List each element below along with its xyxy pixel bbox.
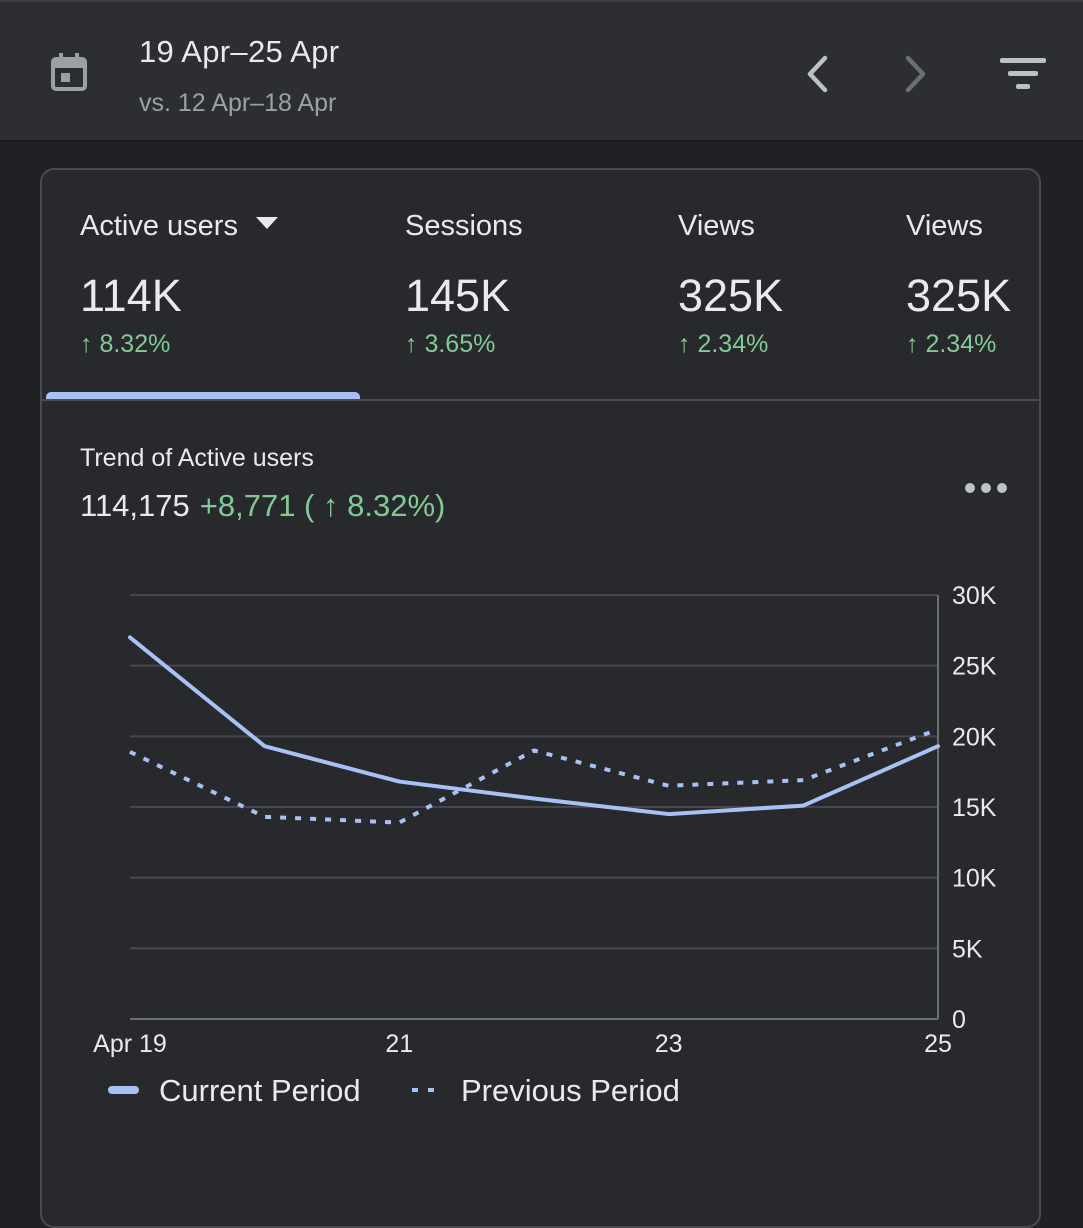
chart-series: [128, 635, 940, 825]
y-tick-label: 25K: [952, 653, 997, 681]
x-tick-label: 25: [924, 1030, 952, 1058]
trend-title: Trend of Active users: [80, 444, 314, 472]
chart-legend: Current Period Previous Period: [108, 1073, 680, 1108]
metric-change: ↑ 2.34%: [678, 330, 769, 358]
metric-value: 325K: [678, 270, 784, 321]
metric-change: ↑ 2.34%: [906, 330, 997, 358]
x-tick-label: 21: [385, 1030, 413, 1058]
filter-icon[interactable]: [998, 56, 1050, 92]
chart-gridlines: [130, 594, 938, 1020]
y-tick-label: 30K: [952, 582, 997, 610]
previous-period-line: [129, 727, 939, 825]
metric-label: Views: [906, 210, 983, 242]
y-tick-label: 15K: [952, 794, 997, 822]
caret-down-icon[interactable]: [255, 217, 278, 230]
metrics-card: Active users 114K ↑ 8.32% Sessions 145K …: [40, 168, 1041, 1228]
current-period-line: [128, 635, 940, 817]
metric-value: 114K: [80, 270, 182, 321]
chevron-right-icon[interactable]: [896, 52, 936, 96]
metric-label: Active users: [80, 210, 278, 243]
metric-change: ↑ 3.65%: [405, 330, 496, 358]
trend-summary: 114,175 +8,771 ( ↑ 8.32%): [80, 488, 445, 524]
active-tab-indicator: [46, 392, 360, 400]
legend-label-previous: Previous Period: [461, 1073, 680, 1108]
trend-total: 114,175: [80, 488, 190, 523]
trend-delta: +8,771 ( ↑ 8.32%): [199, 488, 446, 523]
x-tick-label: 23: [655, 1030, 683, 1058]
legend-label-current: Current Period: [159, 1073, 361, 1108]
date-range-label[interactable]: 19 Apr–25 Apr: [139, 34, 340, 69]
chart-axes: 30K 25K 20K 15K 10K 5K 0 Apr 19 21 23 25: [93, 582, 997, 1058]
y-tick-label: 5K: [952, 935, 983, 963]
tabs-divider: [42, 399, 1039, 401]
y-tick-label: 0: [952, 1006, 966, 1034]
chevron-left-icon[interactable]: [798, 52, 838, 96]
metric-value: 145K: [405, 270, 511, 321]
more-options-icon[interactable]: [962, 478, 1010, 498]
calendar-icon[interactable]: [50, 52, 88, 92]
header-top-border: [0, 0, 1083, 2]
trend-line-chart: 30K 25K 20K 15K 10K 5K 0 Apr 19 21 23 25 Current P…: [93, 582, 997, 1108]
y-tick-label: 10K: [952, 865, 997, 893]
metric-change: ↑ 8.32%: [80, 330, 171, 358]
metric-value: 325K: [906, 270, 1012, 321]
metric-label: Views: [678, 210, 755, 242]
metric-label: Sessions: [405, 210, 523, 242]
compare-range-label: vs. 12 Apr–18 Apr: [139, 89, 337, 117]
y-tick-label: 20K: [952, 723, 997, 751]
x-tick-label: Apr 19: [93, 1030, 167, 1058]
date-range-header: 19 Apr–25 Apr vs. 12 Apr–18 Apr: [0, 0, 1083, 142]
